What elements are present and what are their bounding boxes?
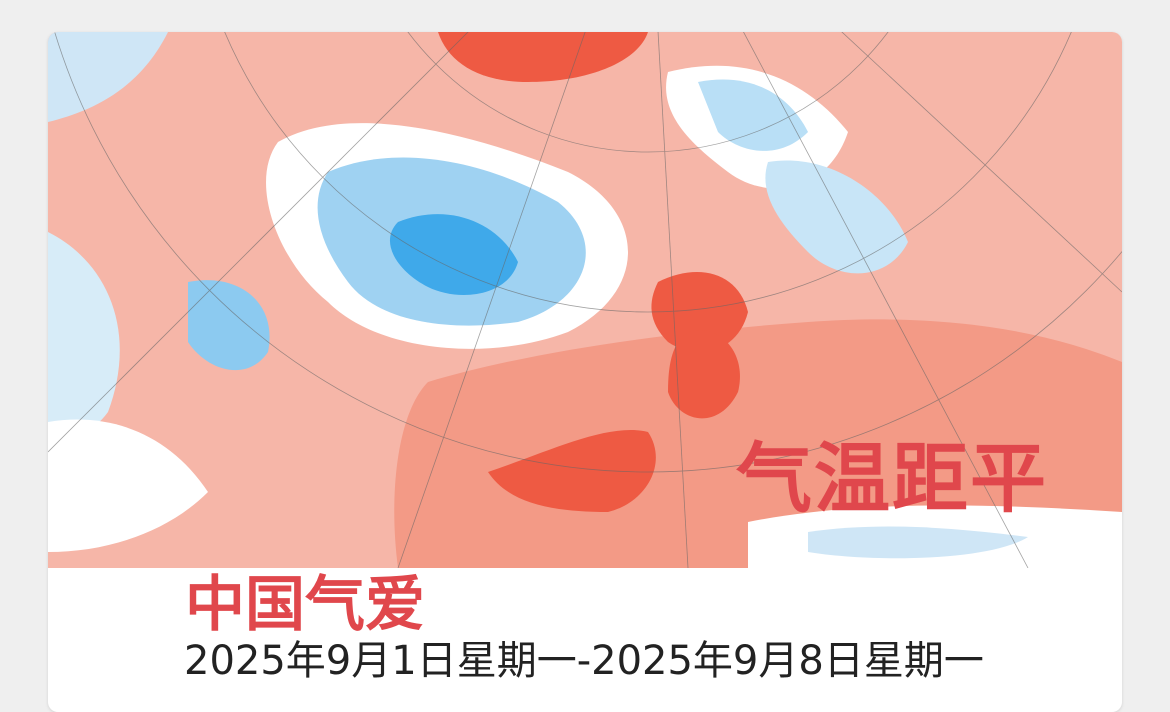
post-card[interactable]: 气温距平 中国气爱 2025年9月1日星期一-2025年9月8日星期一: [48, 32, 1122, 712]
map-overlay-label: 气温距平: [736, 434, 1048, 523]
temperature-anomaly-map: [48, 32, 1122, 568]
card-title: 中国气爱: [185, 570, 425, 640]
date-range: 2025年9月1日星期一-2025年9月8日星期一: [184, 638, 984, 684]
page: 气温距平 中国气爱 2025年9月1日星期一-2025年9月8日星期一 (() …: [48, 32, 1122, 712]
